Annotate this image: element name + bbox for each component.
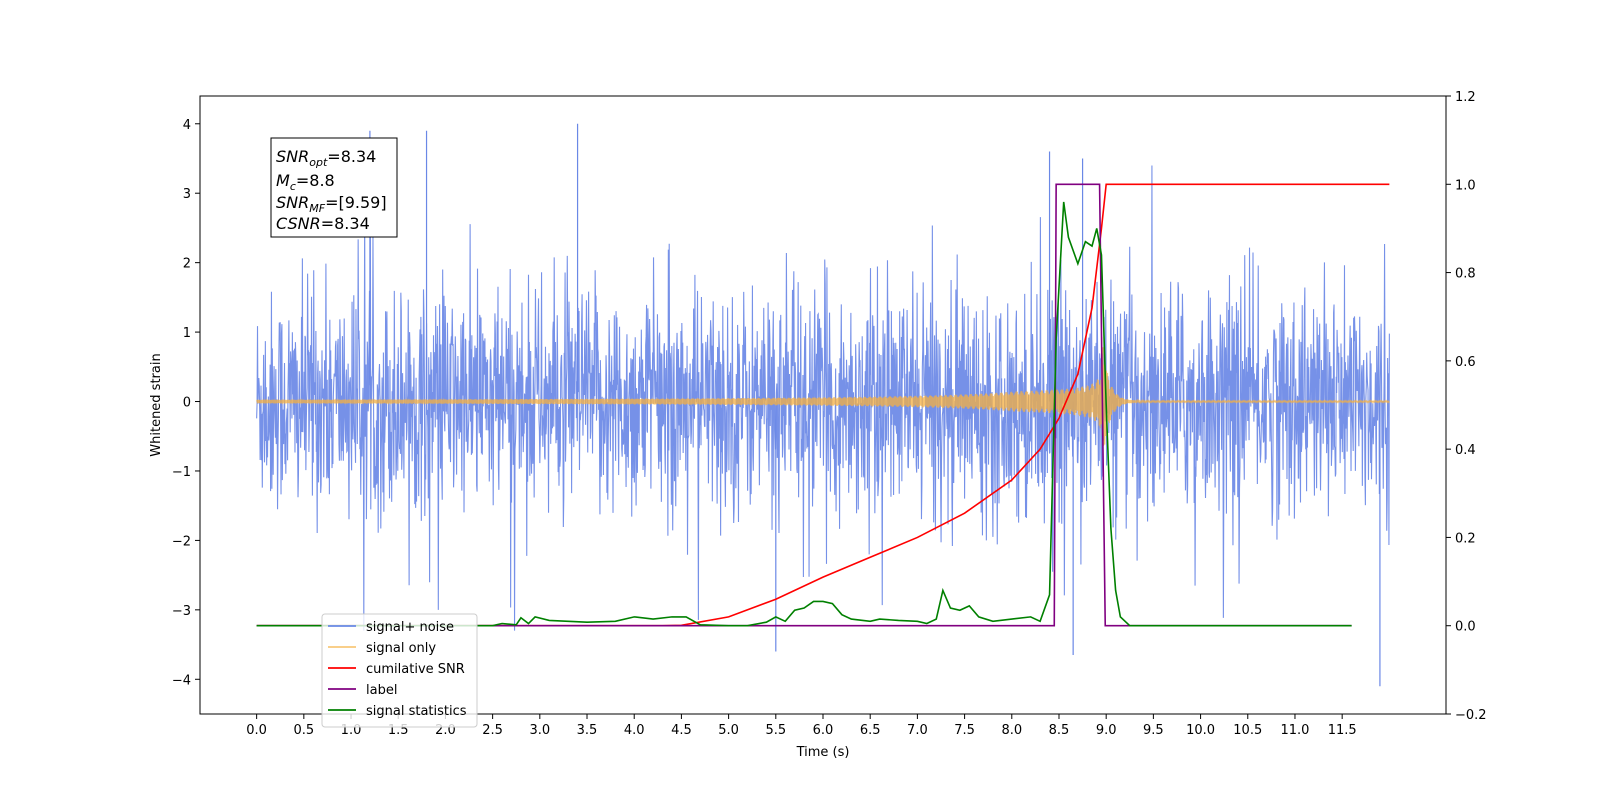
x-tick-label: 0.5 bbox=[293, 723, 314, 738]
x-tick-label: 5.0 bbox=[718, 723, 739, 738]
series-signal-statistics bbox=[256, 201, 1352, 627]
x-tick-label: 4.0 bbox=[624, 723, 645, 738]
y2-tick-label: 0.6 bbox=[1455, 355, 1476, 370]
legend-label: signal+ noise bbox=[366, 620, 454, 635]
x-tick-label: 2.5 bbox=[482, 723, 503, 738]
y-tick-label: 4 bbox=[183, 118, 191, 133]
x-tick-label: 11.0 bbox=[1280, 723, 1309, 738]
x-tick-label: 9.5 bbox=[1143, 723, 1164, 738]
x-tick-label: 6.0 bbox=[813, 723, 834, 738]
x-tick-label: 10.5 bbox=[1233, 723, 1262, 738]
y2-tick-label: 0.4 bbox=[1455, 443, 1476, 458]
series-signal-noise bbox=[256, 165, 1390, 631]
y2-tick-label: −0.2 bbox=[1455, 708, 1487, 723]
y2-tick-label: 1.0 bbox=[1455, 178, 1476, 193]
annotation-csnr: CSNR=8.34 bbox=[276, 214, 370, 233]
x-tick-label: 7.0 bbox=[907, 723, 928, 738]
annotation-frame bbox=[270, 137, 398, 238]
legend-label: cumilative SNR bbox=[366, 662, 465, 677]
y-tick-label: −1 bbox=[172, 465, 191, 480]
series-layer bbox=[256, 123, 1390, 687]
x-tick-label: 9.0 bbox=[1096, 723, 1117, 738]
y-tick-label: 3 bbox=[183, 187, 191, 202]
x-tick-label: 11.5 bbox=[1328, 723, 1357, 738]
x-tick-label: 7.5 bbox=[954, 723, 975, 738]
x-tick-label: 0.0 bbox=[246, 723, 267, 738]
x-tick-label: 5.5 bbox=[765, 723, 786, 738]
annotation-mc: Mc=8.8 bbox=[276, 171, 335, 193]
x-tick-label: 3.5 bbox=[577, 723, 598, 738]
y2-tick-label: 0.8 bbox=[1455, 267, 1476, 282]
x-tick-label: 6.5 bbox=[860, 723, 881, 738]
y-tick-label: −3 bbox=[172, 604, 191, 619]
y-tick-label: −4 bbox=[172, 673, 191, 688]
legend-label: signal only bbox=[366, 641, 436, 656]
y-tick-label: 1 bbox=[183, 326, 191, 341]
legend: signal+ noise signal only cumilative SNR la… bbox=[321, 613, 478, 728]
y-tick-label: −2 bbox=[172, 534, 191, 549]
x-axis-label: Time (s) bbox=[796, 745, 850, 760]
series-cumulative-snr bbox=[256, 183, 1390, 627]
y2-tick-label: 1.2 bbox=[1455, 90, 1476, 105]
y-axis-left: 4 3 2 1 0 −1 −2 −3 −4 bbox=[172, 118, 200, 688]
y2-tick-label: 0.0 bbox=[1455, 620, 1476, 635]
x-tick-label: 10.0 bbox=[1186, 723, 1215, 738]
annotation-snr-opt: SNRopt=8.34 bbox=[276, 147, 376, 169]
x-tick-label: 3.0 bbox=[529, 723, 550, 738]
legend-frame bbox=[321, 613, 478, 728]
y-axis-label: Whitened strain bbox=[149, 353, 164, 456]
annotation-box: SNRopt=8.34 Mc=8.8 SNRMF=[9.59] CSNR=8.3… bbox=[270, 137, 398, 238]
series-signal-only bbox=[256, 337, 1390, 446]
legend-label: signal statistics bbox=[366, 704, 467, 719]
x-tick-label: 4.5 bbox=[671, 723, 692, 738]
y-tick-label: 0 bbox=[183, 396, 191, 411]
y2-tick-label: 0.2 bbox=[1455, 531, 1476, 546]
annotation-snr-mf: SNRMF=[9.59] bbox=[276, 193, 387, 215]
y-tick-label: 2 bbox=[183, 257, 191, 272]
x-axis: 0.0 0.5 1.0 1.5 2.0 2.5 3.0 3.5 4.0 4.5 5.0 5.5 6.0 6… bbox=[246, 714, 1357, 738]
legend-label: label bbox=[366, 683, 397, 698]
x-tick-label: 8.5 bbox=[1049, 723, 1070, 738]
x-tick-label: 8.0 bbox=[1001, 723, 1022, 738]
y-axis-right: 1.2 1.0 0.8 0.6 0.4 0.2 0.0 −0.2 bbox=[1446, 90, 1487, 723]
